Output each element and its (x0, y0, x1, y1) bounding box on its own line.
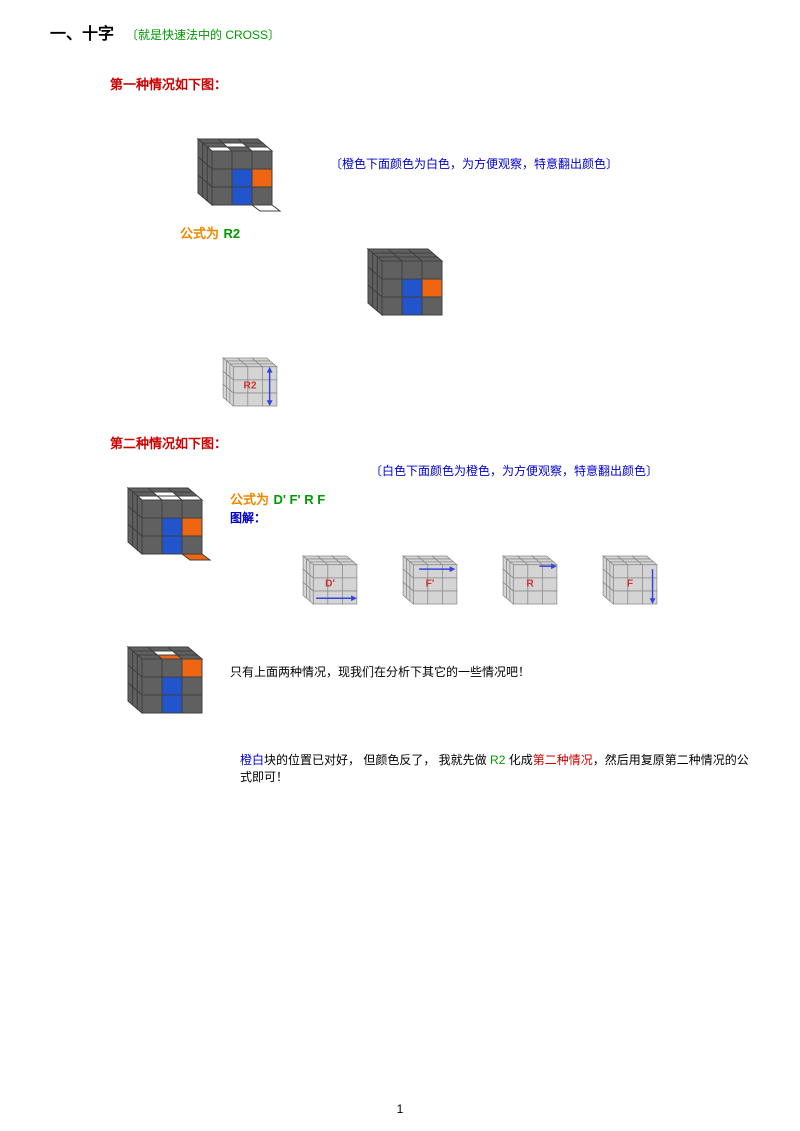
case1-formula-label: 公式为 (180, 226, 219, 241)
case2-cube-before (110, 462, 220, 562)
case3-cube (110, 621, 220, 721)
case2-formula-label: 公式为 (230, 492, 269, 507)
page-subtitle: 〔就是快速法中的 CROSS〕 (126, 26, 280, 43)
case2-note: 〔白色下面颜色为橙色，为方便观察，特意翻出颜色〕 (370, 462, 750, 479)
case2-header: 第二种情况如下图： (110, 433, 750, 452)
svg-text:F': F' (426, 579, 435, 590)
page-number: 1 (0, 1102, 800, 1116)
svg-text:R2: R2 (243, 381, 256, 392)
case2-move-R: R (490, 536, 570, 611)
case2-move-F: F (590, 536, 670, 611)
case1-formula: R2 (223, 226, 240, 241)
case1-header: 第一种情况如下图： (110, 74, 750, 93)
case2-move-Fprime: F' (390, 536, 470, 611)
case2-formula: D' F' R F (273, 492, 325, 507)
case2-diagram-label: 图解： (230, 509, 750, 526)
cube-svg (110, 621, 220, 721)
case1-cube-after (350, 223, 460, 323)
case1-move-diagram: R2 (210, 338, 290, 413)
cube-svg: R2 (210, 338, 290, 413)
summary-text: 橙白块的位置已对好， 但颜色反了， 我就先做 R2 化成第二种情况，然后用复原第… (240, 751, 750, 785)
case2-move-Dprime: D' (290, 536, 370, 611)
svg-text:D': D' (325, 579, 335, 590)
cube-svg (350, 223, 460, 323)
case3-text: 只有上面两种情况，现我们在分析下其它的一些情况吧！ (230, 663, 530, 680)
page-title: 一、十字 (50, 20, 114, 44)
cube-svg (110, 462, 220, 562)
svg-text:F: F (627, 579, 633, 590)
svg-text:R: R (526, 579, 534, 590)
case1-note: 〔橙色下面颜色为白色，为方便观察，特意翻出颜色〕 (330, 155, 618, 172)
case1-cube-before (180, 113, 290, 213)
cube-svg (180, 113, 290, 213)
